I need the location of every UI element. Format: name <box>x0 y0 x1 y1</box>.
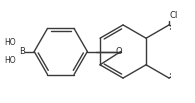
Text: HO: HO <box>4 56 16 65</box>
Text: Cl: Cl <box>169 11 178 20</box>
Text: O: O <box>115 47 122 56</box>
Text: HO: HO <box>4 38 16 47</box>
Text: B: B <box>19 47 25 56</box>
